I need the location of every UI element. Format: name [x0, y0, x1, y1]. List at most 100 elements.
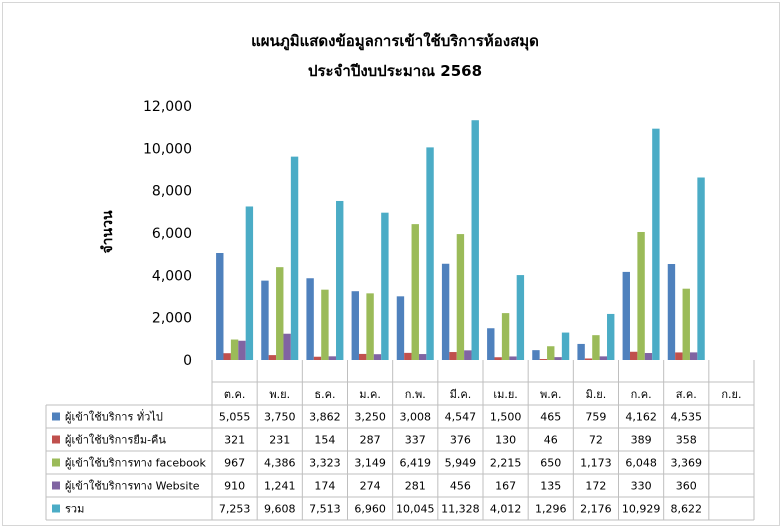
bar	[238, 340, 246, 360]
legend-swatch	[52, 504, 60, 513]
legend-label: ผู้เข้าใช้บริการ ทั่วไป	[65, 409, 163, 424]
data-label: 10,045	[396, 503, 435, 516]
bar	[396, 296, 405, 360]
bar	[358, 353, 367, 360]
category-label: ต.ค.	[224, 388, 246, 401]
data-label: 6,048	[625, 457, 657, 470]
bar	[622, 271, 630, 360]
data-label: 3,250	[354, 411, 386, 424]
data-label: 154	[314, 434, 335, 447]
category-label: ก.ค.	[631, 388, 652, 401]
data-label: 358	[676, 434, 697, 447]
bar	[592, 335, 600, 360]
bar	[290, 156, 299, 360]
bar	[449, 352, 457, 360]
data-label: 337	[405, 434, 426, 447]
bar	[464, 350, 472, 360]
bar	[230, 339, 239, 360]
y-tick-label: 4,000	[152, 268, 192, 284]
data-label: 759	[585, 411, 606, 424]
legend-swatch	[52, 435, 60, 444]
data-label: 910	[224, 480, 245, 493]
data-label: 456	[450, 480, 471, 493]
bar	[268, 355, 277, 360]
bar	[539, 359, 548, 360]
legend-label: ผู้เข้าใช้บริการทาง Website	[65, 480, 200, 493]
data-label: 465	[540, 411, 561, 424]
category-label: พ.ย.	[269, 388, 290, 401]
bar	[584, 358, 593, 360]
data-label: 3,862	[309, 411, 341, 424]
data-label: 1,500	[490, 411, 522, 424]
legend-label: รวม	[65, 503, 84, 516]
bar	[487, 328, 495, 360]
data-label: 3,750	[264, 411, 296, 424]
legend-swatch	[52, 481, 60, 490]
legend-label: ผู้เข้าใช้บริการทาง facebook	[65, 457, 207, 470]
data-label: 4,535	[671, 411, 703, 424]
data-label: 2,176	[580, 503, 612, 516]
bar	[667, 264, 676, 360]
bar	[607, 313, 615, 360]
bar	[509, 356, 517, 360]
data-label: 274	[360, 480, 381, 493]
bar	[652, 128, 660, 360]
bar	[577, 343, 585, 360]
data-label: 11,328	[441, 503, 480, 516]
data-label: 389	[631, 434, 652, 447]
data-label: 360	[676, 480, 697, 493]
data-label: 650	[540, 457, 561, 470]
category-label: ก.พ.	[405, 388, 426, 401]
data-label: 172	[585, 480, 606, 493]
bar	[321, 289, 329, 360]
data-label: 4,162	[625, 411, 657, 424]
bar	[283, 333, 291, 360]
bar	[675, 352, 683, 360]
data-label: 5,949	[445, 457, 477, 470]
data-label: 10,929	[622, 503, 661, 516]
y-tick-label: 0	[183, 353, 192, 369]
bar	[494, 357, 502, 360]
bar	[471, 120, 479, 360]
bar	[373, 354, 382, 360]
bar	[532, 350, 540, 360]
data-label: 3,369	[671, 457, 703, 470]
bar	[276, 267, 284, 360]
data-label: 1,173	[580, 457, 612, 470]
y-tick-label: 12,000	[143, 99, 192, 115]
bar	[411, 224, 419, 360]
bar	[441, 263, 450, 360]
data-label: 6,960	[354, 503, 386, 516]
category-label: มี.ค.	[450, 388, 472, 401]
bar	[682, 288, 690, 360]
data-label: 72	[589, 434, 603, 447]
bar	[697, 177, 705, 360]
bar	[456, 234, 465, 360]
data-label: 8,622	[671, 503, 703, 516]
bar	[261, 280, 269, 360]
bar	[366, 293, 374, 360]
bar	[629, 351, 638, 360]
category-label: ม.ค.	[359, 388, 381, 401]
data-label: 330	[631, 480, 652, 493]
data-label: 46	[544, 434, 558, 447]
category-label: ส.ค.	[676, 388, 697, 401]
data-label: 130	[495, 434, 516, 447]
data-label: 3,323	[309, 457, 341, 470]
legend-swatch	[52, 458, 60, 467]
data-label: 281	[405, 480, 426, 493]
data-label: 5,055	[219, 411, 251, 424]
data-label: 9,608	[264, 503, 296, 516]
data-label: 376	[450, 434, 471, 447]
y-tick-label: 6,000	[152, 226, 192, 242]
y-tick-label: 2,000	[152, 311, 192, 327]
bar	[245, 206, 254, 360]
bar	[501, 313, 510, 360]
bar	[381, 212, 389, 360]
category-label: พ.ค.	[540, 388, 562, 401]
bar	[223, 353, 231, 360]
category-label: ธ.ค.	[314, 388, 335, 401]
data-label: 1,296	[535, 503, 567, 516]
